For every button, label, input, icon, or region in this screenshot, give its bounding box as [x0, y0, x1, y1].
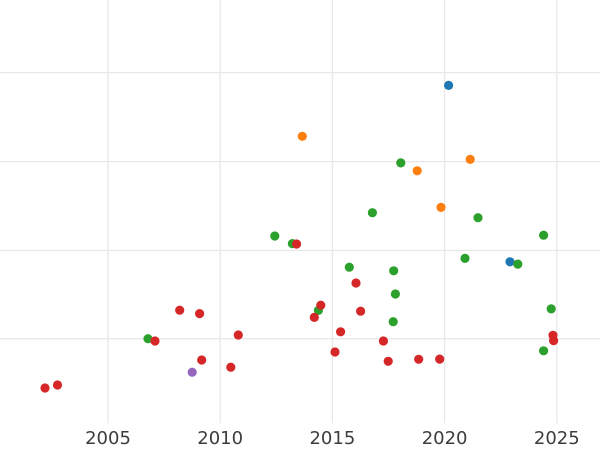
scatter-point-red: [435, 354, 445, 364]
x-tick-label: 2025: [534, 428, 580, 449]
scatter-point-red: [378, 336, 388, 346]
scatter-point-red: [40, 383, 50, 393]
scatter-points: [40, 80, 559, 393]
scatter-point-orange: [436, 202, 446, 212]
scatter-point-green: [473, 213, 483, 223]
scatter-point-red: [233, 330, 243, 340]
scatter-point-green: [513, 259, 523, 269]
x-axis-tick-labels: 2005 2010 2015 2020 2025: [85, 428, 580, 449]
scatter-point-green: [539, 230, 549, 240]
scatter-point-red: [383, 356, 393, 366]
scatter-point-green: [546, 304, 556, 314]
scatter-point-red: [197, 355, 207, 365]
scatter-point-red: [336, 327, 346, 337]
scatter-point-blue: [444, 80, 454, 90]
scatter-point-red: [52, 380, 63, 390]
x-tick-label: 2015: [309, 428, 355, 449]
scatter-point-orange: [465, 154, 475, 164]
x-tick-label: 2020: [422, 428, 468, 449]
scatter-point-red: [309, 312, 319, 322]
scatter-point-green: [367, 208, 377, 218]
scatter-point-orange: [412, 166, 422, 176]
scatter-point-green: [388, 317, 398, 327]
scatter-point-orange: [297, 131, 307, 141]
gridlines: [0, 0, 600, 424]
scatter-point-green: [344, 262, 354, 272]
scatter-point-green: [539, 346, 549, 356]
scatter-point-red: [226, 362, 236, 372]
scatter-point-green: [270, 231, 280, 241]
scatter-point-red: [414, 354, 424, 364]
scatter-point-red: [292, 239, 302, 249]
scatter-point-red: [330, 347, 340, 357]
x-tick-label: 2005: [85, 428, 131, 449]
scatter-point-red: [549, 336, 559, 346]
scatter-point-red: [316, 300, 326, 310]
scatter-point-green: [460, 253, 470, 263]
scatter-point-green: [389, 266, 399, 276]
scatter-point-red: [356, 306, 366, 316]
scatter-point-green: [396, 158, 406, 168]
scatter-point-green: [390, 289, 400, 299]
scatter-point-green: [143, 334, 153, 344]
scatter-point-red: [195, 309, 205, 319]
scatter-point-purple: [187, 367, 197, 377]
scatter-point-blue: [505, 257, 515, 267]
scatter-point-red: [150, 336, 160, 346]
scatter-point-red: [175, 305, 185, 315]
x-tick-label: 2010: [197, 428, 243, 449]
scatter-point-red: [351, 278, 361, 288]
